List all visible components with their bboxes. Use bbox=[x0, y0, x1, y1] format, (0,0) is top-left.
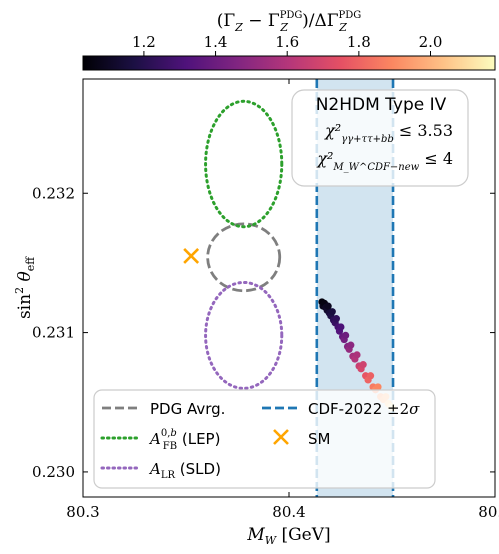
ellipses bbox=[204, 99, 284, 390]
scatter-point bbox=[324, 302, 332, 310]
legend-item-afb: A0,b FB (LEP) bbox=[100, 428, 220, 452]
x-tick-label: 80.3 bbox=[66, 503, 99, 521]
x-axis-ticks: 80.3 80.4 80.5 bbox=[66, 79, 499, 521]
svg-text:CDF-2022 ±2σ: CDF-2022 ±2σ bbox=[308, 400, 420, 418]
legend-item-sm: SM bbox=[273, 429, 330, 448]
colorbar-ticks: 1.2 1.4 1.6 1.8 2.0 bbox=[132, 33, 442, 56]
svg-text:A0,bFB (LEP): A0,b FB (LEP) bbox=[148, 428, 220, 452]
sm-marker bbox=[183, 248, 200, 264]
sm-point bbox=[183, 248, 200, 264]
y-axis-title: sin2 θeff bbox=[13, 256, 37, 319]
colorbar bbox=[82, 55, 496, 71]
annotation-line2: χ²M_W^CDF−new ≤ 4 bbox=[316, 149, 453, 173]
svg-text:SM: SM bbox=[308, 430, 330, 448]
y-tick-label: 0.231 bbox=[32, 324, 75, 342]
legend-item-pdg: PDG Avrg. bbox=[102, 400, 225, 418]
annotation-box: N2HDM Type IV χ²γγ+ττ+bb ≤ 3.53 χ²M_W^CD… bbox=[291, 89, 469, 187]
scatter-point bbox=[374, 383, 382, 391]
x-axis-title: MW [GeV] bbox=[246, 525, 330, 547]
colorbar-tick-label: 1.4 bbox=[204, 33, 228, 51]
pdg-ellipse bbox=[206, 222, 282, 293]
annotation-title: N2HDM Type IV bbox=[316, 95, 447, 115]
y-tick-label: 0.232 bbox=[32, 184, 75, 202]
scatter-point bbox=[337, 323, 345, 331]
annotation-line1: χ²γγ+ττ+bb ≤ 3.53 bbox=[324, 121, 453, 145]
svg-text:ALR (SLD): ALR (SLD) bbox=[148, 460, 221, 481]
scatter-point bbox=[328, 308, 336, 316]
legend-item-cdf: CDF-2022 ±2σ bbox=[262, 400, 420, 418]
scatter-point bbox=[359, 361, 367, 369]
alr-sld-ellipse bbox=[204, 280, 284, 390]
colorbar-tick-label: 1.8 bbox=[347, 33, 371, 51]
colorbar-tick-label: 2.0 bbox=[419, 33, 443, 51]
x-tick-label: 80.5 bbox=[478, 503, 499, 521]
colorbar-title: (ΓZ − ΓPDG Z)/ΔΓPDG Z bbox=[217, 10, 362, 34]
scatter-point bbox=[347, 341, 355, 349]
scatter-point bbox=[342, 331, 350, 339]
y-tick-label: 0.230 bbox=[32, 463, 75, 481]
scatter-point bbox=[366, 372, 375, 380]
scatter-point bbox=[332, 315, 340, 323]
y-axis-ticks: 0.230 0.231 0.232 bbox=[32, 184, 495, 481]
colorbar-tick-label: 1.6 bbox=[275, 33, 299, 51]
svg-text:PDG Avrg.: PDG Avrg. bbox=[150, 400, 225, 418]
afb-lep-ellipse bbox=[204, 99, 284, 229]
scatter-point bbox=[353, 351, 361, 359]
legend: PDG Avrg. A0,b FB (LEP) ALR (SLD) CDF-202… bbox=[93, 389, 436, 489]
x-tick-label: 80.4 bbox=[272, 503, 305, 521]
legend-item-alr: ALR (SLD) bbox=[100, 460, 221, 481]
colorbar-tick-label: 1.2 bbox=[132, 33, 156, 51]
